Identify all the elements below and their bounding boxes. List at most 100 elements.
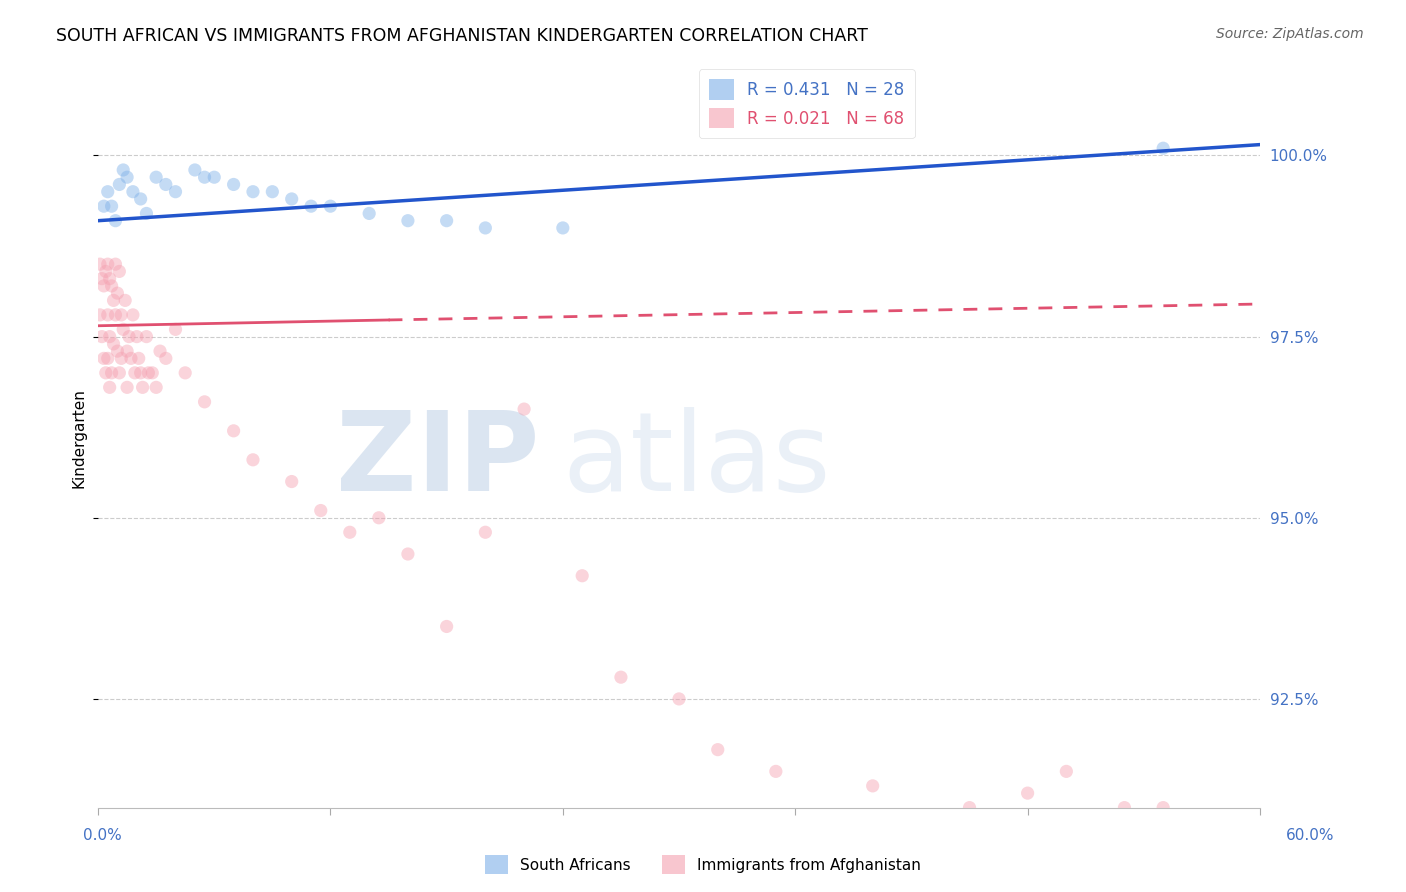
Point: [98, 329, 121, 343]
Point: [115, 344, 138, 359]
Point: [959, 800, 981, 814]
Point: [120, 351, 142, 366]
Point: [299, 199, 322, 213]
Point: [141, 366, 163, 380]
Point: [1152, 800, 1174, 814]
Point: [165, 322, 187, 336]
Point: [100, 366, 122, 380]
Point: [359, 206, 381, 220]
Point: [862, 779, 884, 793]
Point: [100, 279, 122, 293]
Text: 0.0%: 0.0%: [83, 828, 122, 843]
Point: [309, 503, 332, 517]
Legend: R = 0.431   N = 28, R = 0.021   N = 68: R = 0.431 N = 28, R = 0.021 N = 68: [699, 70, 915, 138]
Point: [610, 670, 633, 684]
Y-axis label: Kindergarten: Kindergarten: [72, 388, 86, 488]
Text: Source: ZipAtlas.com: Source: ZipAtlas.com: [1216, 27, 1364, 41]
Point: [93, 351, 115, 366]
Point: [89, 308, 111, 322]
Text: 60.0%: 60.0%: [1286, 828, 1334, 843]
Point: [1017, 786, 1039, 800]
Point: [129, 192, 152, 206]
Point: [110, 308, 132, 322]
Point: [668, 692, 690, 706]
Point: [765, 764, 787, 779]
Point: [135, 329, 157, 343]
Point: [222, 424, 245, 438]
Point: [124, 366, 146, 380]
Point: [571, 568, 593, 582]
Point: [145, 170, 167, 185]
Point: [110, 351, 132, 366]
Point: [135, 206, 157, 220]
Point: [104, 213, 127, 227]
Point: [242, 452, 264, 467]
Point: [98, 380, 121, 394]
Point: [149, 344, 172, 359]
Point: [280, 192, 302, 206]
Point: [98, 271, 121, 285]
Point: [100, 199, 122, 213]
Point: [436, 213, 458, 227]
Point: [97, 308, 120, 322]
Point: [103, 337, 125, 351]
Point: [339, 525, 361, 540]
Point: [202, 170, 225, 185]
Point: [108, 178, 131, 192]
Text: SOUTH AFRICAN VS IMMIGRANTS FROM AFGHANISTAN KINDERGARTEN CORRELATION CHART: SOUTH AFRICAN VS IMMIGRANTS FROM AFGHANI…: [56, 27, 868, 45]
Point: [222, 178, 245, 192]
Point: [108, 264, 131, 278]
Point: [107, 344, 129, 359]
Text: ZIP: ZIP: [336, 407, 540, 514]
Point: [280, 475, 302, 489]
Point: [115, 170, 138, 185]
Point: [1152, 141, 1174, 155]
Point: [396, 547, 419, 561]
Point: [93, 279, 115, 293]
Point: [122, 185, 145, 199]
Point: [107, 286, 129, 301]
Point: [103, 293, 125, 308]
Point: [193, 394, 215, 409]
Point: [125, 329, 148, 343]
Point: [90, 271, 112, 285]
Legend: South Africans, Immigrants from Afghanistan: South Africans, Immigrants from Afghanis…: [479, 849, 927, 880]
Point: [94, 264, 117, 278]
Point: [474, 525, 496, 540]
Point: [112, 163, 135, 178]
Point: [474, 221, 496, 235]
Point: [89, 257, 111, 271]
Point: [138, 366, 160, 380]
Point: [112, 322, 135, 336]
Text: atlas: atlas: [562, 407, 831, 514]
Point: [104, 308, 127, 322]
Point: [165, 185, 187, 199]
Point: [367, 510, 389, 524]
Point: [513, 402, 536, 417]
Point: [93, 199, 115, 213]
Point: [114, 293, 136, 308]
Point: [396, 213, 419, 227]
Point: [122, 308, 145, 322]
Point: [184, 163, 207, 178]
Point: [155, 178, 177, 192]
Point: [155, 351, 177, 366]
Point: [131, 380, 153, 394]
Point: [145, 380, 167, 394]
Point: [706, 742, 728, 756]
Point: [97, 185, 120, 199]
Point: [1054, 764, 1077, 779]
Point: [242, 185, 264, 199]
Point: [90, 329, 112, 343]
Point: [551, 221, 574, 235]
Point: [128, 351, 150, 366]
Point: [319, 199, 342, 213]
Point: [97, 257, 120, 271]
Point: [94, 366, 117, 380]
Point: [193, 170, 215, 185]
Point: [118, 329, 141, 343]
Point: [262, 185, 284, 199]
Point: [104, 257, 127, 271]
Point: [97, 351, 120, 366]
Point: [174, 366, 197, 380]
